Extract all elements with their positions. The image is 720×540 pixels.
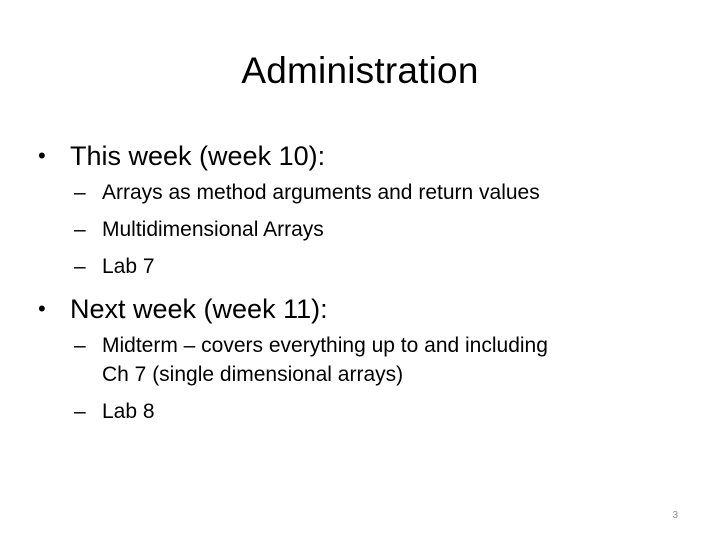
bullet-list: • This week (week 10): – Arrays as metho…	[36, 136, 686, 434]
sub-item-text: Multidimensional Arrays	[102, 218, 324, 241]
sub-item: – Arrays as method arguments and return …	[70, 178, 686, 207]
sub-item-text: Lab 8	[102, 400, 155, 423]
sub-item-text: Midterm – covers everything up to and in…	[102, 334, 548, 357]
page-number: 3	[672, 510, 678, 521]
bullet-icon: •	[38, 143, 46, 168]
bullet-text: This week (week 10):	[70, 141, 326, 171]
sub-item-text: Arrays as method arguments and return va…	[102, 181, 540, 204]
slide-title: Administration	[241, 50, 479, 91]
sub-list: – Arrays as method arguments and return …	[70, 178, 686, 281]
sub-item-text-continued: Ch 7 (single dimensional arrays)	[102, 363, 404, 386]
sub-list: – Midterm – covers everything up to and …	[70, 331, 686, 426]
bullet-item-next-week: • Next week (week 11): – Midterm – cover…	[36, 289, 686, 426]
dash-icon: –	[74, 181, 86, 204]
sub-item: – Lab 7	[70, 252, 686, 281]
dash-icon: –	[74, 400, 86, 423]
sub-item: – Multidimensional Arrays	[70, 215, 686, 244]
bullet-text: Next week (week 11):	[70, 294, 328, 324]
bullet-icon: •	[38, 296, 46, 321]
sub-item: – Lab 8	[70, 397, 686, 426]
dash-icon: –	[74, 218, 86, 241]
dash-icon: –	[74, 255, 86, 278]
sub-item: – Midterm – covers everything up to and …	[70, 331, 686, 389]
bullet-item-this-week: • This week (week 10): – Arrays as metho…	[36, 136, 686, 281]
sub-item-text: Lab 7	[102, 255, 155, 278]
dash-icon: –	[74, 334, 86, 357]
